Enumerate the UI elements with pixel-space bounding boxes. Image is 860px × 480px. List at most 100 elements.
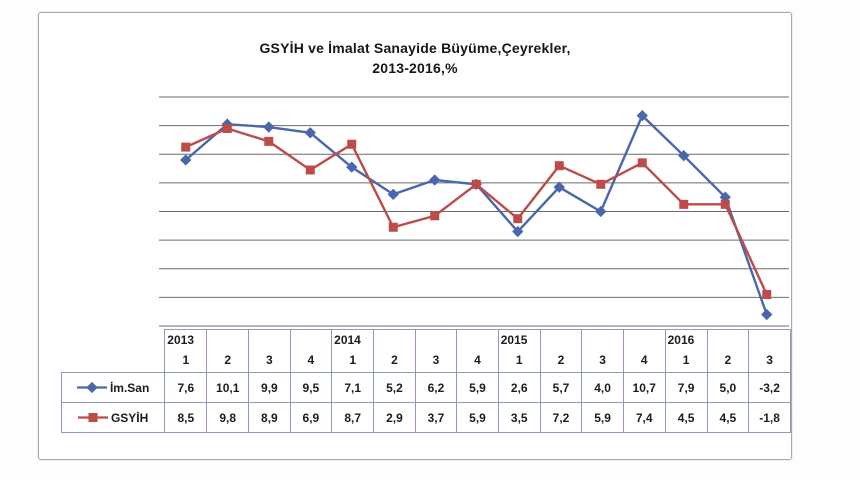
- square-marker: [762, 290, 772, 300]
- value-cell: 6,9: [289, 402, 333, 433]
- square-marker: [222, 123, 232, 133]
- table-corner-blank: [62, 330, 165, 373]
- series-row-1: GSYİH 8,5 9,8 8,9 6,9 8,7 2,9 3,7 5,9 3,5 7,2 5,9 7,…: [60, 402, 791, 433]
- line-plot: [159, 96, 789, 327]
- quarter-header-cell: 2: [539, 329, 583, 373]
- year-label: 2015: [500, 333, 528, 347]
- quarter-header-cell: 2: [373, 329, 416, 373]
- year-label: 2016: [667, 333, 695, 347]
- quarter-header-cell: 4: [289, 329, 333, 373]
- quarter-header-cell: 4: [622, 329, 666, 373]
- year-label: [375, 331, 415, 351]
- value-cell: 9,9: [248, 372, 291, 403]
- year-label: [208, 331, 248, 351]
- diamond-marker: [263, 121, 275, 133]
- square-marker: [181, 142, 191, 152]
- diamond-marker: [346, 161, 358, 173]
- value-cell: 8,7: [331, 402, 375, 433]
- quarter-label: 3: [266, 353, 273, 367]
- quarter-header-cell: 3: [248, 329, 291, 373]
- value-cell: 4,0: [581, 372, 624, 403]
- value-cell: 10,1: [206, 372, 250, 403]
- square-marker: [596, 179, 606, 189]
- diamond-marker: [180, 154, 192, 166]
- square-marker: [513, 214, 523, 224]
- quarter-label: 4: [474, 353, 481, 367]
- diamond-marker: [595, 205, 607, 218]
- year-label: [291, 331, 331, 351]
- series-row-0: İm.San 7,6 10,1 9,9 9,5 7,1 5,2 6,2 5,9 2,6 5,7 4,0…: [60, 372, 791, 403]
- quarter-header-cell: 3: [414, 329, 458, 373]
- legend-label: GSYİH: [110, 410, 149, 425]
- square-marker: [637, 158, 647, 168]
- quarter-header-cell: 2016 1: [664, 329, 708, 373]
- value-cell: 8,5: [164, 402, 208, 433]
- chart-title-line2: 2013-2016,%: [372, 59, 458, 76]
- value-cell: 7,4: [622, 402, 666, 433]
- value-cell: 2,9: [373, 402, 416, 433]
- square-marker: [471, 179, 481, 189]
- value-cell: 3,7: [414, 402, 458, 433]
- quarter-header-cell: 3: [581, 329, 624, 373]
- square-marker: [305, 165, 315, 175]
- square-marker: [679, 199, 689, 209]
- quarter-label: 2: [224, 353, 232, 367]
- square-legend-icon: [77, 413, 108, 423]
- chart-container: GSYİH ve İmalat Sanayide Büyüme,Çeyrekle…: [38, 12, 792, 460]
- year-label: [624, 331, 664, 351]
- year-label: [750, 331, 790, 351]
- square-marker: [388, 222, 398, 232]
- value-cell: 6,2: [414, 372, 458, 403]
- square-marker: [264, 136, 274, 146]
- year-label: [250, 331, 290, 351]
- year-label: 2014: [334, 333, 361, 347]
- quarter-header-cell: 3: [748, 329, 791, 373]
- value-cell: 9,5: [289, 372, 333, 403]
- year-label: [541, 331, 581, 351]
- value-cell: -1,8: [748, 402, 791, 433]
- year-label: [708, 331, 748, 351]
- quarter-label: 1: [515, 353, 523, 367]
- quarter-label: 4: [640, 353, 648, 367]
- value-cell: 7,6: [164, 372, 208, 403]
- value-cell: 8,9: [248, 402, 291, 433]
- value-cell: 7,2: [539, 402, 583, 433]
- diamond-legend-icon: [76, 382, 107, 394]
- value-cell: 5,9: [456, 402, 499, 433]
- value-cell: 4,5: [706, 402, 750, 433]
- quarter-label: 1: [349, 353, 356, 367]
- diamond-marker: [553, 181, 565, 193]
- square-marker: [554, 161, 564, 171]
- square-marker: [430, 211, 440, 221]
- value-cell: 9,8: [206, 402, 250, 433]
- quarter-label: 1: [682, 353, 690, 367]
- value-cell: -3,2: [748, 372, 791, 403]
- quarter-header-cell: 2015 1: [497, 329, 541, 373]
- value-cell: 7,1: [331, 372, 375, 403]
- value-cell: 2,6: [497, 372, 541, 403]
- quarter-header-cell: 2013 1: [164, 329, 208, 373]
- quarter-header-cell: 2014 1: [331, 329, 375, 373]
- value-cell: 5,0: [706, 372, 750, 403]
- diamond-marker: [387, 188, 399, 200]
- quarter-label: 2: [391, 353, 398, 367]
- value-cell: 10,7: [622, 372, 666, 403]
- value-cell: 5,9: [581, 402, 624, 433]
- table-header-row: 2013 1 2 3 4 2014 1 2 3 4 2015 1 2 3 4 2016 1 2 3: [62, 329, 791, 373]
- value-cell: 5,7: [539, 372, 583, 403]
- quarter-label: 4: [307, 353, 315, 367]
- legend-key: GSYİH: [60, 402, 166, 433]
- diamond-marker: [761, 308, 773, 321]
- legend-label: İm.San: [109, 380, 150, 395]
- value-cell: 7,9: [664, 372, 708, 403]
- diamond-marker: [678, 150, 690, 162]
- quarter-label: 3: [599, 353, 606, 367]
- legend-key: İm.San: [60, 372, 166, 403]
- square-marker: [720, 199, 730, 209]
- quarter-label: 2: [724, 353, 732, 367]
- value-cell: 5,2: [373, 372, 416, 403]
- chart-title: GSYİH ve İmalat Sanayide Büyüme,Çeyrekle…: [39, 39, 791, 78]
- year-label: [416, 331, 456, 351]
- diamond-marker: [429, 174, 441, 186]
